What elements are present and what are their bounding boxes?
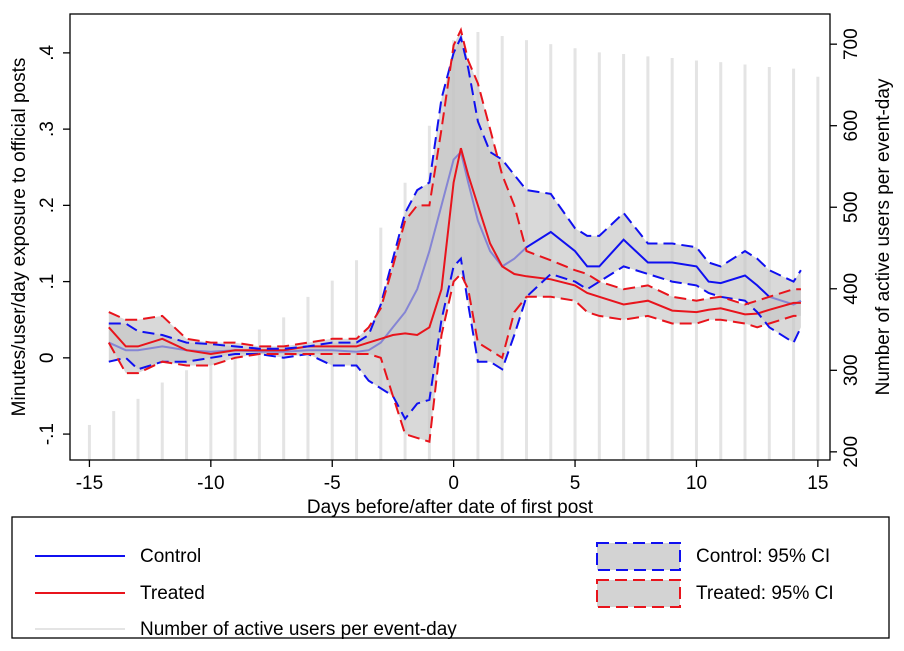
x-axis-title: Days before/after date of first post (307, 497, 594, 518)
y2-tick-label: 200 (841, 436, 862, 468)
y2-tick-label: 600 (841, 110, 862, 142)
x-tick-label: 5 (570, 473, 581, 494)
x-tick-label: -5 (324, 473, 341, 494)
line (108, 147, 801, 356)
y-tick-label: .2 (37, 197, 58, 213)
y2-tick-label: 500 (841, 191, 862, 223)
x-tick-label: 15 (807, 473, 828, 494)
y-axis-title: Minutes/user/day exposure to official po… (9, 58, 30, 417)
legend-label: Control (140, 546, 201, 567)
y-tick-label: -.1 (37, 423, 58, 445)
legend-label: Treated: 95% CI (696, 583, 834, 604)
y2-tick-label: 700 (841, 28, 862, 60)
legend-label: Number of active users per event-day (140, 619, 457, 640)
y2-tick-label: 400 (841, 273, 862, 305)
legend-swatch (596, 542, 681, 571)
x-tick-label: -10 (197, 473, 224, 494)
legend (11, 516, 890, 639)
y-tick-label: .1 (37, 274, 58, 290)
y2-axis-title: Number of active users per event-day (873, 78, 894, 395)
legend-label: Control: 95% CI (696, 546, 830, 567)
legend-label: Treated (140, 583, 205, 604)
ci-bound (108, 27, 801, 348)
x-tick-label: 10 (686, 473, 707, 494)
y-tick-label: .4 (37, 45, 58, 61)
ci-bound (108, 34, 802, 350)
y-tick-label: .3 (37, 121, 58, 137)
ci-bound (107, 272, 801, 444)
legend-swatch (596, 579, 681, 608)
x-tick-label: 0 (448, 473, 459, 494)
ci-band (108, 30, 801, 442)
y-tick-label: 0 (37, 353, 58, 364)
y2-tick-label: 300 (841, 354, 862, 386)
x-tick-label: -15 (76, 473, 103, 494)
plot-frame (69, 13, 831, 461)
